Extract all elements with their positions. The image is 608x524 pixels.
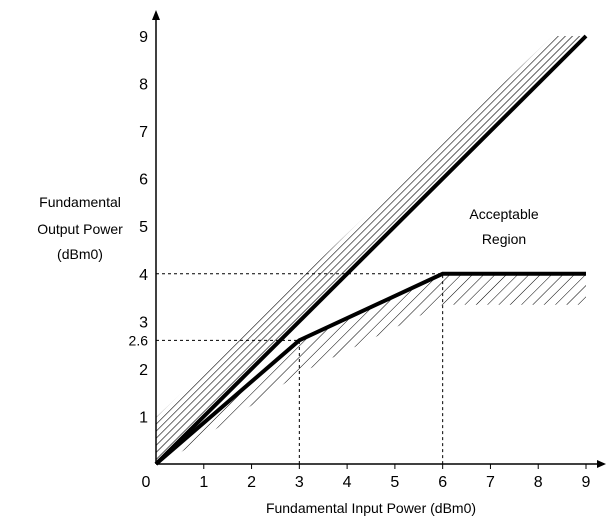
y-tick-label: 7 [139, 124, 148, 141]
x-axis-label: Fundamental Input Power (dBm0) [265, 500, 477, 516]
lower-limit-hatch [156, 273, 586, 464]
x-tick-label: 6 [438, 474, 447, 491]
x-tick-label: 3 [295, 474, 304, 491]
axes [152, 10, 606, 468]
y-tick-label-extra: 2.6 [129, 332, 149, 348]
y-axis-arrow [152, 10, 160, 20]
x-tick-label: 7 [486, 474, 495, 491]
y-tick-label: 3 [139, 314, 148, 331]
y-tick-label: 4 [139, 267, 148, 284]
y-tick-label: 6 [139, 172, 148, 189]
y-tick-label: 2 [139, 362, 148, 379]
y-tick-label: 9 [139, 29, 148, 46]
y-axis-label-line-1: Fundamental [39, 194, 121, 210]
x-tick-label: 5 [390, 474, 399, 491]
x-tick-label: 0 [142, 474, 151, 491]
x-tick-label: 9 [582, 474, 591, 491]
x-tick-label: 2 [247, 474, 256, 491]
tick-labels: 0 1 2 3 4 5 6 7 8 9 1 2 3 4 5 6 7 8 9 2.6 [129, 29, 591, 491]
series [154, 34, 588, 466]
x-tick-label: 4 [343, 474, 352, 491]
series-line-1 [154, 34, 588, 466]
y-tick-label: 5 [139, 219, 148, 236]
y-axis-label-line-3: (dBm0) [57, 246, 103, 262]
region-label-line-2: Region [481, 231, 527, 247]
y-tick-label: 8 [139, 77, 148, 94]
x-tick-label: 1 [199, 474, 208, 491]
x-axis-arrow [597, 460, 606, 468]
x-tick-label: 8 [534, 474, 543, 491]
y-tick-label: 1 [139, 409, 148, 426]
region-label-line-1: Acceptable [469, 206, 539, 222]
series-line-2 [154, 271, 586, 466]
y-axis-label-line-2: Output Power [37, 221, 123, 237]
